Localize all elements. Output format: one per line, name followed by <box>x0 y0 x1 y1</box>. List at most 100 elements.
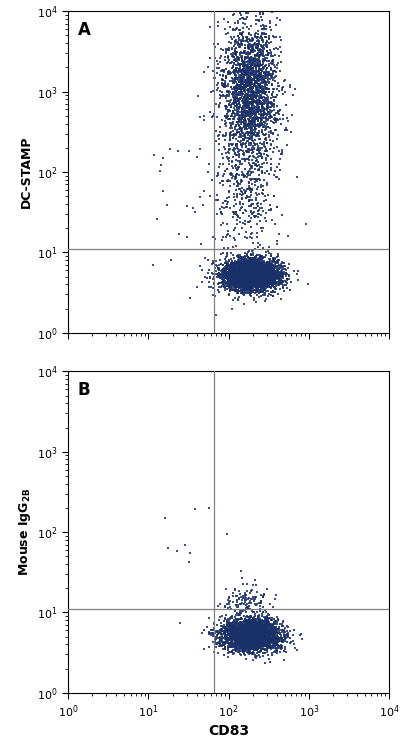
Point <box>242 634 248 646</box>
Point <box>264 277 270 289</box>
Point <box>238 131 245 143</box>
Point <box>258 31 264 43</box>
Point <box>239 571 245 583</box>
Point <box>235 270 241 282</box>
Point <box>270 50 277 62</box>
Point <box>232 16 238 28</box>
Point <box>232 631 239 643</box>
Point <box>263 639 269 651</box>
Point <box>260 624 266 636</box>
Point <box>234 277 240 289</box>
Point <box>206 626 212 638</box>
Point <box>244 627 250 639</box>
Point <box>235 264 242 276</box>
Point <box>243 632 249 644</box>
Point <box>253 266 259 278</box>
Point <box>237 86 244 98</box>
Point <box>275 108 282 120</box>
Point <box>222 601 229 613</box>
Point <box>248 264 254 276</box>
Point <box>234 639 241 651</box>
Point <box>277 628 283 640</box>
Point <box>256 616 263 628</box>
Point <box>243 628 249 640</box>
Point <box>250 277 257 289</box>
Point <box>259 270 266 282</box>
Point <box>256 92 262 104</box>
Point <box>259 634 265 646</box>
Point <box>251 94 257 106</box>
Point <box>284 273 290 285</box>
Point <box>255 261 261 273</box>
Point <box>251 630 257 642</box>
Point <box>272 634 278 646</box>
Point <box>274 161 280 173</box>
Point <box>244 277 251 289</box>
Point <box>238 72 245 84</box>
Point <box>257 259 263 271</box>
Point <box>255 43 261 55</box>
Point <box>255 620 261 632</box>
Point <box>236 627 242 639</box>
Point <box>245 638 252 650</box>
Point <box>258 627 265 639</box>
Point <box>255 270 261 282</box>
Point <box>274 267 280 279</box>
Point <box>231 271 238 283</box>
Point <box>241 637 248 649</box>
Point <box>231 268 237 280</box>
Point <box>215 628 221 640</box>
Point <box>263 632 269 644</box>
Point <box>239 620 245 632</box>
Point <box>247 615 253 627</box>
Point <box>251 629 257 641</box>
Point <box>261 264 267 276</box>
Point <box>239 75 245 87</box>
Point <box>246 631 252 643</box>
Point <box>251 621 258 633</box>
Point <box>229 273 235 285</box>
Point <box>267 267 274 279</box>
Point <box>250 270 256 282</box>
Point <box>253 278 259 290</box>
Point <box>228 67 234 79</box>
Point <box>247 276 253 288</box>
Point <box>272 622 278 634</box>
Point <box>251 267 257 279</box>
Point <box>274 252 281 264</box>
Point <box>239 625 245 637</box>
Point <box>237 276 244 288</box>
Point <box>241 270 247 282</box>
Point <box>246 106 253 118</box>
Point <box>247 269 253 281</box>
Point <box>267 262 273 274</box>
Point <box>237 255 243 267</box>
Point <box>242 643 249 655</box>
Point <box>245 257 251 269</box>
Point <box>247 187 254 198</box>
Point <box>239 12 245 24</box>
Point <box>229 110 236 122</box>
Point <box>249 274 255 286</box>
Point <box>229 273 236 285</box>
Point <box>239 273 245 285</box>
Point <box>235 275 241 287</box>
Point <box>253 98 260 110</box>
Point <box>241 121 247 133</box>
Point <box>235 625 241 637</box>
Point <box>260 136 267 148</box>
Point <box>253 620 259 632</box>
Point <box>212 631 219 643</box>
Point <box>225 27 231 39</box>
Point <box>264 262 270 274</box>
Point <box>267 631 273 643</box>
Point <box>250 65 256 77</box>
Point <box>236 41 242 53</box>
Point <box>247 615 254 627</box>
Point <box>251 264 257 276</box>
Point <box>263 69 269 81</box>
Point <box>251 264 258 276</box>
Point <box>256 52 262 64</box>
Point <box>242 131 249 143</box>
Point <box>261 631 268 643</box>
